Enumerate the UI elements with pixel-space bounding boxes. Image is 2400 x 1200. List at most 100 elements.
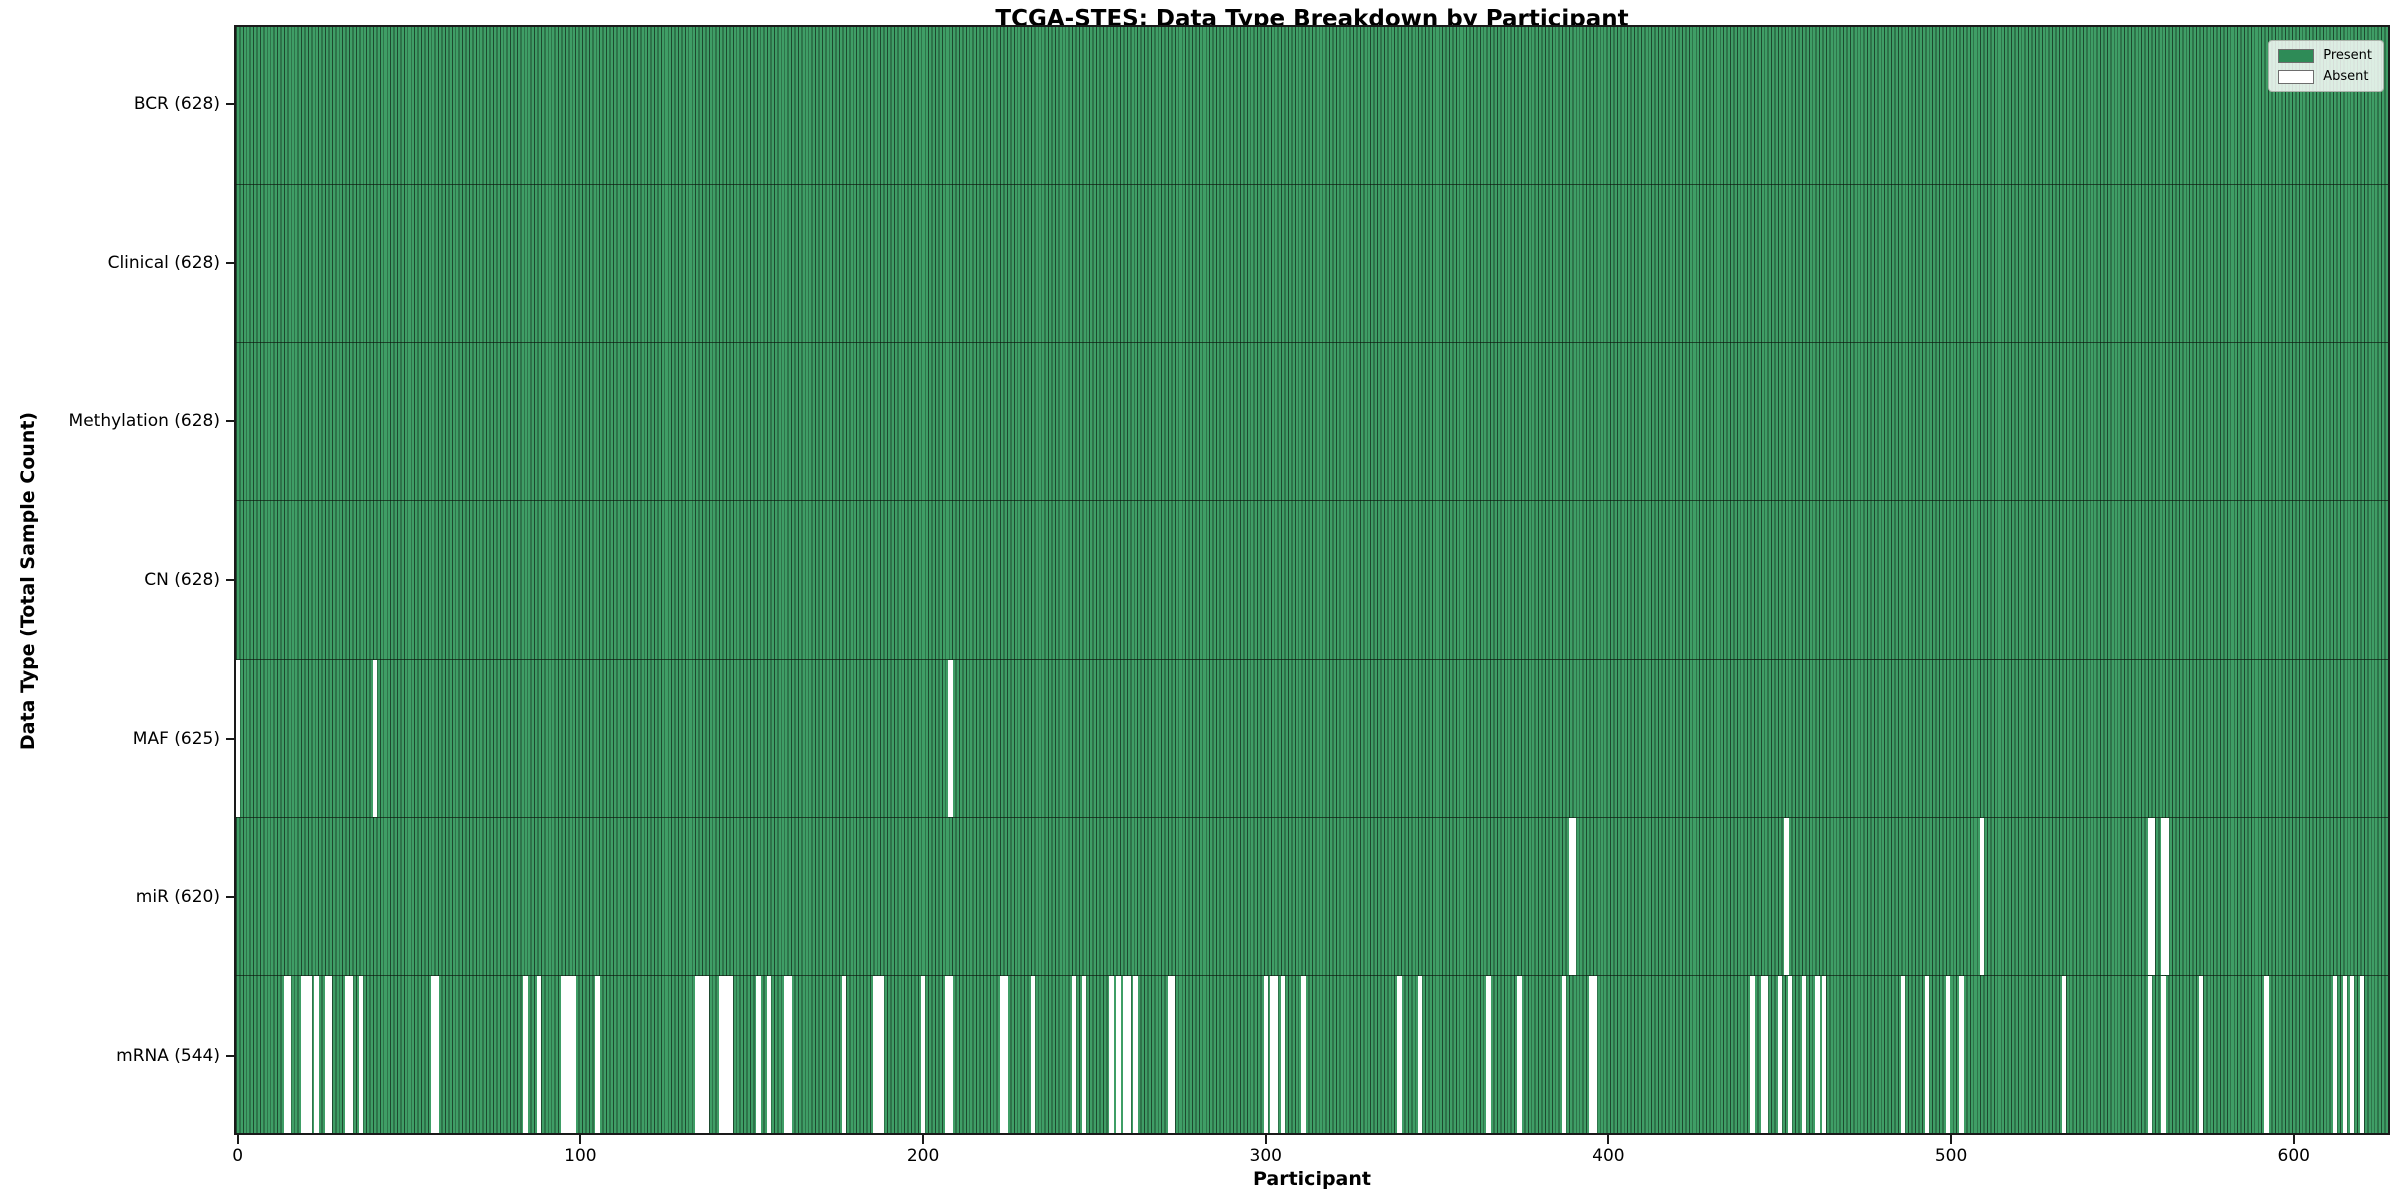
absent-gap <box>1109 975 1114 1133</box>
ytick-label-methylation: Methylation (628) <box>68 411 220 432</box>
absent-gap <box>1815 975 1820 1133</box>
absent-gap <box>300 975 306 1133</box>
absent-gap <box>1171 975 1176 1133</box>
absent-gap <box>1126 975 1131 1133</box>
xtick-mark <box>922 1135 925 1144</box>
ytick-mark <box>226 579 234 581</box>
absent-gap <box>324 975 329 1133</box>
row-maf <box>235 659 2388 818</box>
absent-gap <box>1572 817 1577 975</box>
absent-gap <box>1082 975 1087 1133</box>
ytick-label-maf: MAF (625) <box>132 728 220 749</box>
absent-gap <box>2164 817 2170 975</box>
absent-gap <box>307 975 312 1133</box>
ytick-mark <box>226 737 234 740</box>
plot-area <box>234 25 2390 1135</box>
absent-gap <box>2343 975 2348 1133</box>
ytick-mark <box>226 1054 234 1057</box>
absent-gap <box>1273 975 1279 1133</box>
absent-gap <box>2062 975 2067 1133</box>
absent-gap <box>729 975 734 1133</box>
absent-gap <box>1003 975 1008 1133</box>
row-mir <box>236 817 2388 976</box>
absent-gap <box>2147 817 2153 975</box>
present-swatch-icon <box>2278 48 2315 63</box>
xtick-mark <box>236 1135 239 1144</box>
absent-gap <box>571 975 576 1133</box>
absent-gap <box>766 975 772 1133</box>
absent-gap <box>345 975 350 1133</box>
ytick-mark <box>226 103 234 106</box>
absent-gap <box>1280 975 1286 1133</box>
xtick-mark <box>2292 1135 2295 1144</box>
absent-gap <box>920 975 926 1133</box>
ytick-label-bcr: BCR (628) <box>133 94 220 115</box>
legend-entry-present: Present <box>2278 48 2372 63</box>
absent-gap <box>1071 975 1077 1133</box>
absent-gap <box>2199 975 2204 1133</box>
row-clinical <box>236 185 2388 344</box>
absent-gap <box>698 975 703 1133</box>
absent-gap <box>304 975 309 1133</box>
absent-gap <box>1901 975 1906 1133</box>
absent-gap <box>701 975 706 1133</box>
ytick-mark <box>226 896 234 899</box>
absent-gap <box>328 975 333 1133</box>
absent-gap <box>1561 975 1567 1133</box>
row-mrna <box>236 975 2388 1133</box>
absent-gap <box>1116 975 1121 1133</box>
absent-gap <box>1486 975 1491 1133</box>
absent-gap <box>523 975 528 1133</box>
absent-gap <box>2161 817 2166 975</box>
legend-label-absent: Absent <box>2323 69 2369 84</box>
legend-entry-absent: Absent <box>2278 69 2372 84</box>
absent-gap <box>725 975 730 1133</box>
row-cn <box>236 501 2388 660</box>
absent-gap <box>948 659 953 817</box>
absent-gap <box>879 975 885 1133</box>
absent-gap <box>1822 975 1827 1133</box>
xtick-mark <box>1950 1135 1953 1144</box>
absent-gap <box>876 975 881 1133</box>
ytick-label-mrna: mRNA (544) <box>116 1045 220 1066</box>
absent-gap <box>1763 975 1769 1133</box>
absent-gap <box>718 975 724 1133</box>
x-axis-title: Participant <box>1252 1168 1371 1190</box>
absent-swatch-icon <box>2278 69 2315 84</box>
absent-gap <box>1959 975 1964 1133</box>
absent-gap <box>1945 975 1950 1133</box>
absent-gap <box>537 975 542 1133</box>
ytick-label-clinical: Clinical (628) <box>107 252 220 273</box>
absent-gap <box>1750 975 1755 1133</box>
absent-gap <box>1167 975 1172 1133</box>
absent-gap <box>1589 975 1594 1133</box>
absent-gap <box>348 975 353 1133</box>
absent-gap <box>1030 975 1035 1133</box>
absent-gap <box>561 975 566 1133</box>
absent-gap <box>1924 975 1930 1133</box>
absent-gap <box>1123 975 1128 1133</box>
absent-gap <box>1417 975 1423 1133</box>
absent-gap <box>283 975 288 1133</box>
absent-gap <box>705 975 710 1133</box>
absent-gap <box>595 975 600 1133</box>
absent-gap <box>722 975 727 1133</box>
absent-gap <box>1784 817 1789 975</box>
absent-gap <box>1592 975 1597 1133</box>
absent-gap <box>287 975 292 1133</box>
xtick-mark <box>579 1135 582 1144</box>
ytick-mark <box>226 261 234 264</box>
absent-gap <box>1133 975 1138 1133</box>
absent-gap <box>1801 975 1806 1133</box>
absent-gap <box>2332 975 2338 1133</box>
absent-gap <box>2264 975 2269 1133</box>
absent-gap <box>314 975 319 1133</box>
absent-gap <box>1517 975 1522 1133</box>
absent-gap <box>434 975 439 1133</box>
legend-label-present: Present <box>2323 48 2372 63</box>
absent-gap <box>1270 975 1275 1133</box>
absent-gap <box>564 975 569 1133</box>
xtick-label-500: 500 <box>1934 1146 1968 1166</box>
absent-gap <box>1760 975 1765 1133</box>
